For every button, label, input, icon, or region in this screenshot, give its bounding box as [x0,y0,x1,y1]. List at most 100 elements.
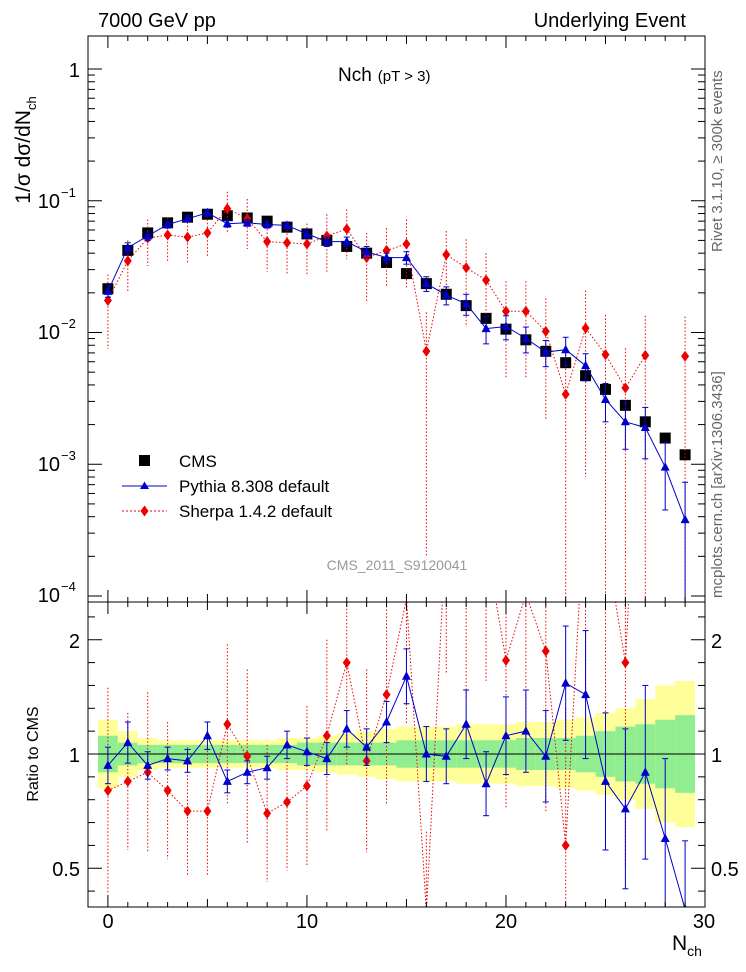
pythia-point [202,207,212,217]
side-rivet-label: Rivet 3.1.10, ≥ 300k events [709,70,726,252]
legend-sherpa-marker [140,505,149,517]
pythia-point [302,228,312,238]
side-mcplots-label: mcplots.cern.ch [arXiv:1306.3436] [709,371,726,598]
sherpa-point [601,349,610,361]
sherpa-point [621,657,630,669]
pythia-point [501,321,511,331]
sherpa-point [462,531,470,542]
sherpa-point [482,538,490,549]
sherpa-point [302,238,311,250]
sherpa-point [342,223,351,235]
analysis-watermark: CMS_2011_S9120041 [327,557,468,573]
pythia-point [123,737,133,747]
pythia-point [401,252,411,262]
sherpa-point [442,520,450,531]
pythia-point [561,678,571,687]
pythia-point [302,746,312,756]
legend-entry-cms: CMS [139,452,217,471]
axis-ticks [88,36,706,907]
x-tick-labels: 0 10 20 30 [102,911,715,933]
pythia-point [103,760,113,769]
sherpa-point [163,229,172,241]
sherpa-point [283,237,292,249]
y-tick-label-1: 1 [69,60,80,82]
main-y-tick-labels: 1 10 −1 10 −2 10 −3 10 −4 [38,60,80,607]
sherpa-point [103,785,112,797]
pythia-point [620,416,630,426]
legend-pythia-marker [140,481,149,489]
ratio-y-tick-labels: 2 1 0.5 2 1 0.5 [52,631,739,881]
pythia-point [680,514,690,524]
pythia-point [541,347,551,356]
sherpa-point [322,730,331,742]
pythia-point [282,220,292,229]
pythia-point [222,218,232,228]
legend-sherpa-label: Sherpa 1.4.2 default [179,502,332,521]
sherpa-point [482,274,491,286]
pythia-point [222,776,232,785]
pythia-point [481,323,491,333]
x-tick-0: 0 [102,911,113,933]
sherpa-point [163,785,172,797]
legend-cms-label: CMS [179,452,217,471]
x-tick-20: 20 [495,911,517,933]
sherpa-point [582,481,590,492]
pythia-point [421,749,431,758]
pythia-point [242,217,252,227]
pythia-point [362,742,372,751]
pythia-point [481,778,491,788]
pythia-point [342,236,352,246]
x-tick-30: 30 [693,911,715,933]
pythia-point [461,719,471,728]
sherpa-point [641,269,649,280]
sherpa-series-line [108,209,685,395]
y-tick-label-0.1: 10 [38,191,60,213]
sherpa-point [561,839,570,851]
pythia-point [640,767,650,776]
sherpa-point [223,203,232,215]
uncertainty-band [88,680,705,828]
pythia-series-line [107,674,685,907]
plot-title: Nch (pT > 3) [338,65,430,86]
sherpa-point [322,230,331,242]
pythia-point [262,219,272,229]
pythia-point [282,739,292,749]
legend-entry-sherpa: Sherpa 1.4.2 default [122,502,332,521]
pythia-point [660,462,670,471]
sherpa-point [382,689,391,701]
sherpa-point [521,305,530,317]
legend: CMS Pythia 8.308 default Sherpa 1.4.2 de… [122,452,332,521]
y-tick-label-0.01: 10 [38,322,60,344]
sherpa-point [581,322,590,334]
ratio-tick-2-right: 2 [711,631,722,653]
x-axis-label: Nch [672,932,702,959]
sherpa-point [243,750,252,762]
y-tick-exp-0.01: −2 [61,316,76,331]
sherpa-point [641,349,650,361]
pythia-point [461,298,471,308]
pythia-point [421,278,431,288]
pythia-point [183,213,193,223]
sherpa-point [541,645,550,657]
sherpa-point [422,345,431,357]
cms-point [659,432,671,444]
sherpa-point [425,906,427,907]
pythia-point [401,671,411,680]
pythia-point [103,286,113,295]
pythia-point [600,776,610,785]
pythia-point [322,236,332,246]
pythia-point [541,751,551,760]
pythia-point [183,755,193,765]
sherpa-point [402,238,411,250]
pythia-point [322,753,332,763]
pythia-point [242,767,252,776]
sherpa-point [283,796,292,808]
legend-entry-pythia: Pythia 8.308 default [122,477,330,496]
sherpa-point [203,805,212,817]
y-tick-exp-0.001: −3 [61,448,76,463]
sherpa-point [462,262,471,274]
pythia-point [382,252,392,262]
header-energy-label: 7000 GeV pp [98,10,216,32]
pythia-point [123,242,133,252]
pythia-point [202,730,212,740]
